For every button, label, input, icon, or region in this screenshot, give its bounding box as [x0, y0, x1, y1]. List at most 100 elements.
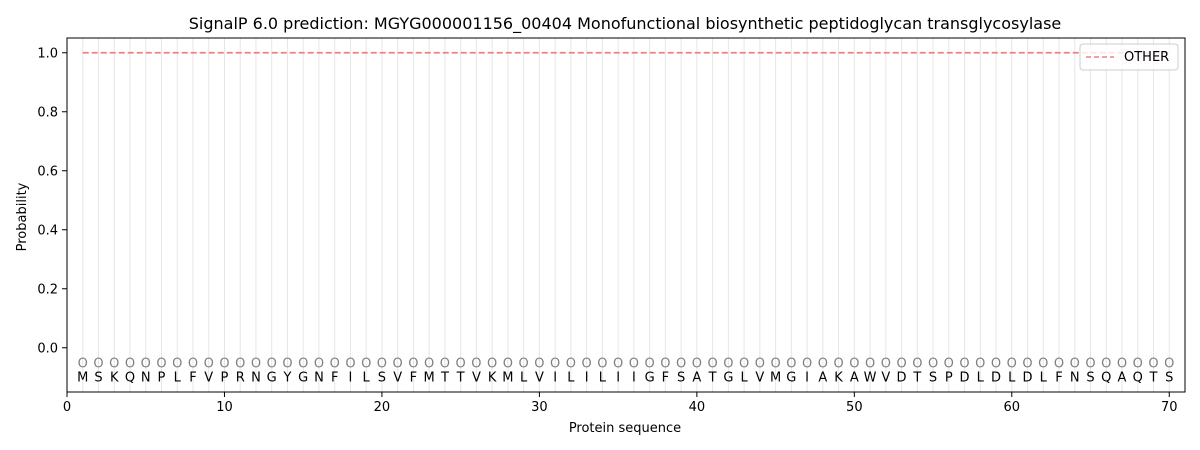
chart-title: SignalP 6.0 prediction: MGYG000001156_00… — [189, 14, 1062, 34]
predicted-label-mark: O — [125, 357, 135, 372]
predicted-label-mark: O — [928, 357, 938, 372]
residue-label: M — [424, 371, 435, 386]
residue-marks: OMOSOKOQONOPOLOFOVOPORONOGOYOGONOFOIOLOS… — [77, 357, 1174, 386]
residue-label: L — [567, 371, 575, 386]
predicted-label-mark: O — [676, 357, 686, 372]
residue-label: P — [945, 371, 953, 386]
y-tick-label: 0.0 — [37, 341, 58, 356]
residue-label: K — [110, 371, 119, 386]
residue-label: V — [535, 371, 544, 386]
residue-label: L — [1008, 371, 1016, 386]
predicted-label-mark: O — [534, 357, 544, 372]
predicted-label-mark: O — [487, 357, 497, 372]
predicted-label-mark: O — [377, 357, 387, 372]
residue-label: A — [692, 371, 701, 386]
y-tick-label: 0.6 — [37, 164, 58, 179]
predicted-label-mark: O — [1085, 357, 1095, 372]
y-tick-label: 1.0 — [37, 46, 58, 61]
residue-label: G — [645, 371, 655, 386]
residue-label: A — [818, 371, 827, 386]
residue-label: L — [1040, 371, 1048, 386]
predicted-label-mark: O — [1101, 357, 1111, 372]
residue-label: I — [349, 371, 353, 386]
residue-label: N — [251, 371, 261, 386]
residue-label: F — [1055, 371, 1062, 386]
x-axis-ticks: 0 10 20 30 40 50 60 70 — [63, 392, 1178, 415]
residue-label: G — [786, 371, 796, 386]
predicted-label-mark: O — [944, 357, 954, 372]
residue-label: M — [770, 371, 781, 386]
predicted-label-mark: O — [109, 357, 119, 372]
predicted-label-mark: O — [865, 357, 875, 372]
residue-label: W — [864, 371, 877, 386]
predicted-label-mark: O — [235, 357, 245, 372]
residue-label: V — [472, 371, 481, 386]
residue-label: T — [912, 371, 921, 386]
residue-label: S — [677, 371, 685, 386]
predicted-label-mark: O — [204, 357, 214, 372]
predicted-label-mark: O — [707, 357, 717, 372]
predicted-label-mark: O — [282, 357, 292, 372]
predicted-label-mark: O — [519, 357, 529, 372]
predicted-label-mark: O — [597, 357, 607, 372]
predicted-label-mark: O — [566, 357, 576, 372]
residue-label: T — [708, 371, 717, 386]
predicted-label-mark: O — [440, 357, 450, 372]
predicted-label-mark: O — [188, 357, 198, 372]
predicted-label-mark: O — [818, 357, 828, 372]
residue-label: S — [94, 371, 102, 386]
predicted-label-mark: O — [1117, 357, 1127, 372]
grid-lines — [82, 38, 1170, 392]
legend: OTHER — [1079, 43, 1179, 71]
residue-label: G — [298, 371, 308, 386]
predicted-label-mark: O — [629, 357, 639, 372]
predicted-label-mark: O — [802, 357, 812, 372]
residue-label: L — [740, 371, 748, 386]
predicted-label-mark: O — [1133, 357, 1143, 372]
residue-label: I — [616, 371, 620, 386]
predicted-label-mark: O — [1038, 357, 1048, 372]
residue-label: K — [488, 371, 497, 386]
residue-label: Q — [1101, 371, 1111, 386]
residue-label: V — [393, 371, 402, 386]
predicted-label-mark: O — [1007, 357, 1017, 372]
residue-label: R — [236, 371, 245, 386]
residue-label: T — [1149, 371, 1158, 386]
x-tick-label: 50 — [846, 400, 863, 415]
predicted-label-mark: O — [251, 357, 261, 372]
residue-label: D — [1023, 371, 1033, 386]
predicted-label-mark: O — [393, 357, 403, 372]
residue-label: I — [805, 371, 809, 386]
predicted-label-mark: O — [345, 357, 355, 372]
plot-frame — [66, 37, 1186, 393]
residue-label: S — [1086, 371, 1094, 386]
residue-label: A — [1118, 371, 1127, 386]
y-tick-label: 0.8 — [37, 105, 58, 120]
y-tick-label: 0.2 — [37, 282, 58, 297]
predicted-label-mark: O — [770, 357, 780, 372]
residue-label: F — [331, 371, 338, 386]
predicted-label-mark: O — [141, 357, 151, 372]
residue-label: V — [881, 371, 890, 386]
x-tick-label: 60 — [1004, 400, 1021, 415]
predicted-label-mark: O — [912, 357, 922, 372]
residue-label: D — [897, 371, 907, 386]
residue-label: L — [977, 371, 985, 386]
residue-label: M — [502, 371, 513, 386]
predicted-label-mark: O — [456, 357, 466, 372]
predicted-label-mark: O — [660, 357, 670, 372]
residue-label: V — [204, 371, 213, 386]
predicted-label-mark: O — [692, 357, 702, 372]
predicted-label-mark: O — [314, 357, 324, 372]
predicted-label-mark: O — [755, 357, 765, 372]
residue-label: S — [378, 371, 386, 386]
residue-label: Q — [125, 371, 135, 386]
y-axis-label: Probability — [15, 182, 30, 251]
y-tick-label: 0.4 — [37, 223, 58, 238]
predicted-label-mark: O — [786, 357, 796, 372]
predicted-label-mark: O — [471, 357, 481, 372]
residue-label: P — [158, 371, 166, 386]
predicted-label-mark: O — [582, 357, 592, 372]
x-tick-label: 20 — [374, 400, 391, 415]
residue-label: S — [1165, 371, 1173, 386]
